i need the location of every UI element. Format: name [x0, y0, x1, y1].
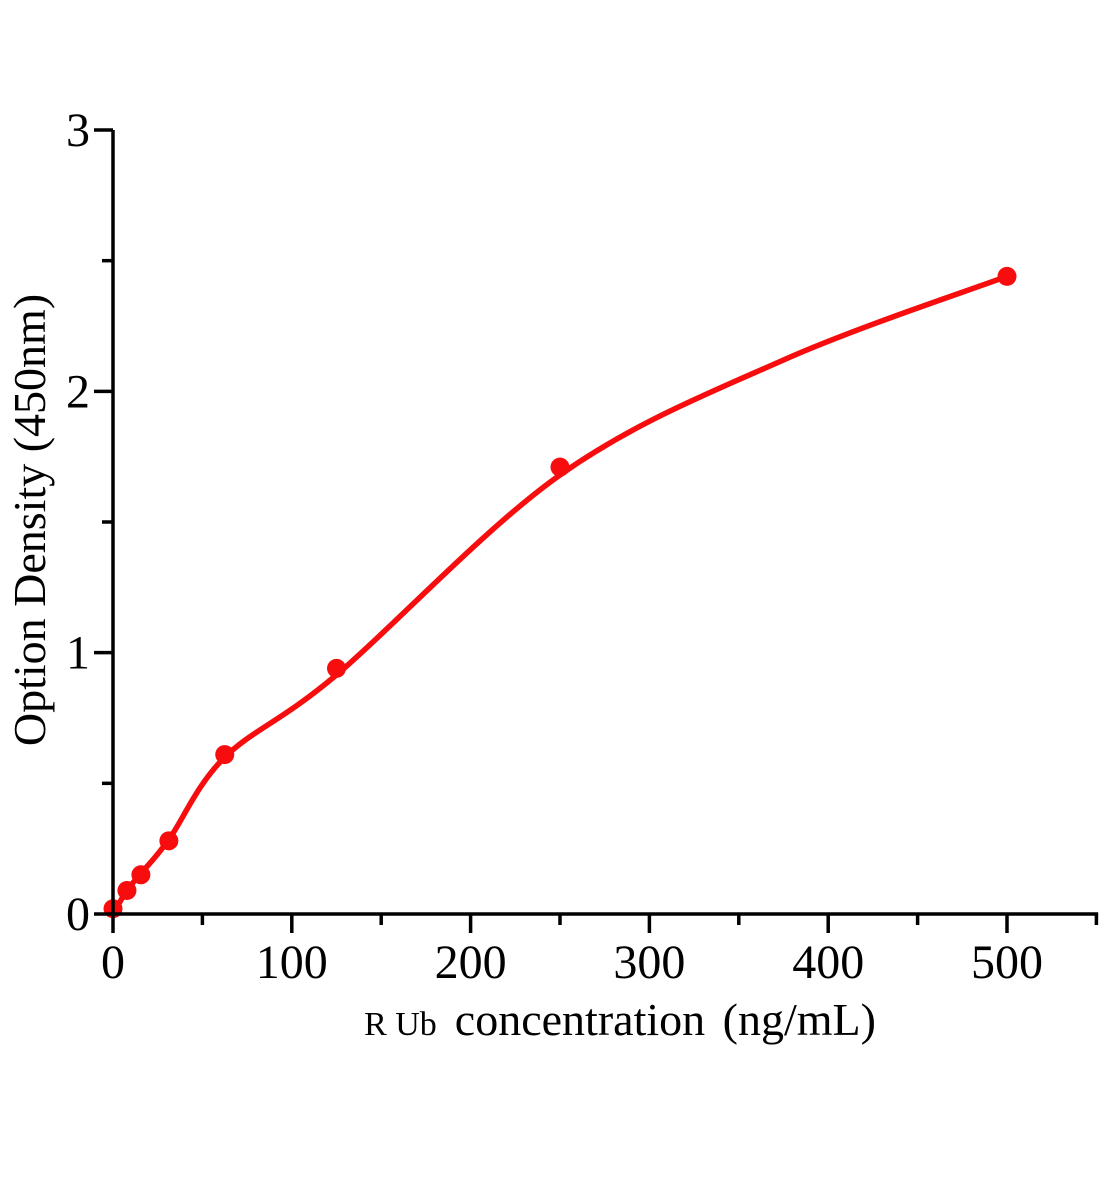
- x-axis-label-text: concentration: [454, 994, 706, 1045]
- y-tick-label: 2: [66, 365, 90, 418]
- data-point-marker: [550, 457, 570, 477]
- y-tick-label: 0: [66, 888, 90, 941]
- data-point-marker: [327, 658, 346, 678]
- x-tick-label: 400: [792, 936, 864, 989]
- fit-curve-line: [110, 273, 1010, 917]
- x-tick-label: 0: [101, 936, 125, 989]
- x-axis-label-unit: (ng/mL): [711, 994, 876, 1045]
- x-axis-label-analyte: R Ub: [364, 1006, 437, 1043]
- x-tick-label: 200: [435, 936, 507, 989]
- x-axis-label: R Ub concentration (ng/mL): [136, 993, 1104, 1046]
- data-point-marker: [159, 831, 179, 851]
- y-tick-label: 1: [66, 627, 90, 680]
- data-point-marker: [997, 266, 1017, 286]
- data-point-marker: [215, 745, 235, 765]
- y-axis-label: Option Density (450nm): [4, 293, 55, 747]
- data-point-marker: [117, 880, 137, 900]
- x-tick-label: 300: [613, 936, 685, 989]
- x-tick-label: 500: [971, 936, 1043, 989]
- data-point-marker: [131, 865, 151, 885]
- y-tick-label: 3: [66, 104, 90, 157]
- x-tick-label: 100: [256, 936, 328, 989]
